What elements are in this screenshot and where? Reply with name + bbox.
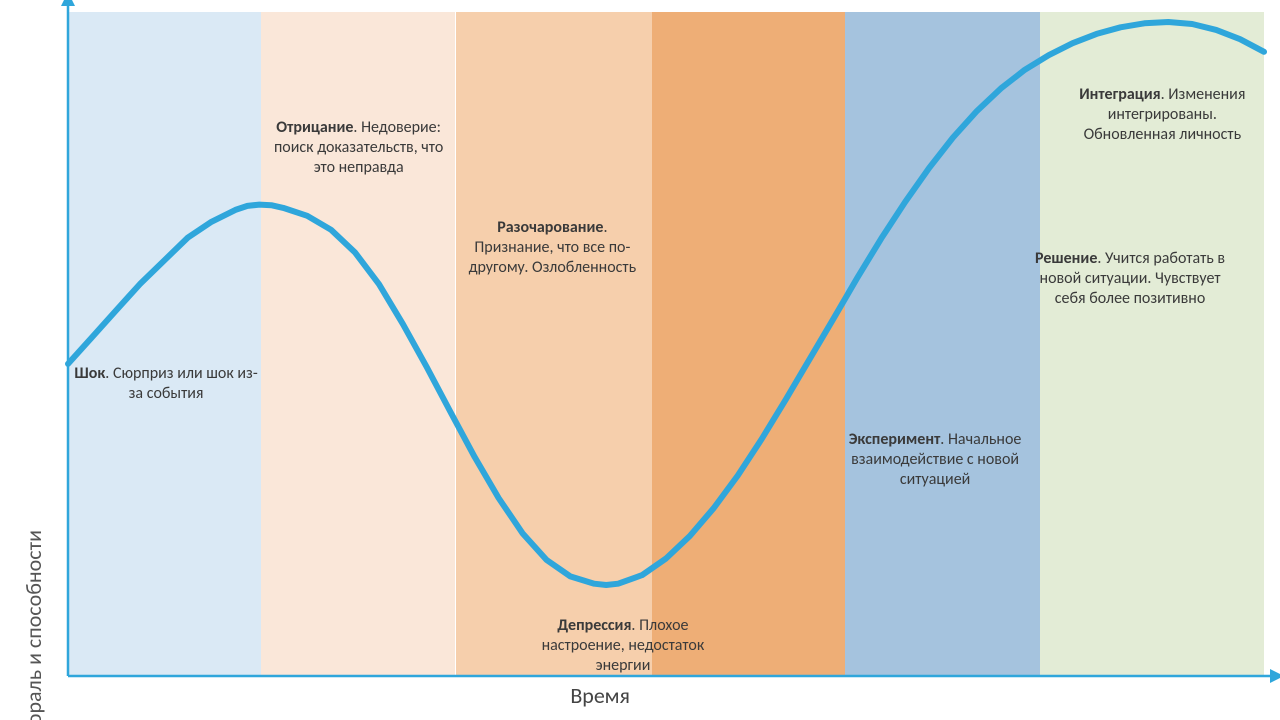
y-axis-label: Мораль и способности	[20, 530, 47, 720]
stage-title: Шок	[74, 364, 105, 383]
stage-label-depression: Депрессия. Плохое настроение, недостаток…	[515, 616, 730, 676]
stage-label-integration: Интеграция. Изменения интегрированы. Обн…	[1079, 85, 1246, 145]
stage-text: . Сюрприз или шок из-за события	[105, 364, 257, 403]
stage-title: Разочарование	[497, 218, 603, 237]
stage-label-frustration: Разочарование. Признание, что все по-дру…	[457, 218, 648, 278]
stage-title: Эксперимент	[849, 430, 941, 449]
stage-label-experiment: Эксперимент. Начальное взаимодействие с …	[821, 430, 1048, 490]
change-curve-figure: Мораль и способности Время Шок. Сюрприз …	[0, 0, 1280, 720]
stage-label-denial: Отрицание. Недоверие: поиск доказательст…	[263, 118, 454, 178]
x-axis-label: Время	[570, 682, 630, 709]
stage-title: Интеграция	[1079, 85, 1160, 104]
stage-title: Решение	[1035, 249, 1097, 268]
stage-title: Отрицание	[276, 118, 353, 137]
stage-label-shock: Шок. Сюрприз или шок из-за события	[70, 364, 261, 404]
stage-title: Депрессия	[557, 616, 631, 635]
stage-label-decision: Решение. Учится работать в новой ситуаци…	[1028, 249, 1231, 309]
